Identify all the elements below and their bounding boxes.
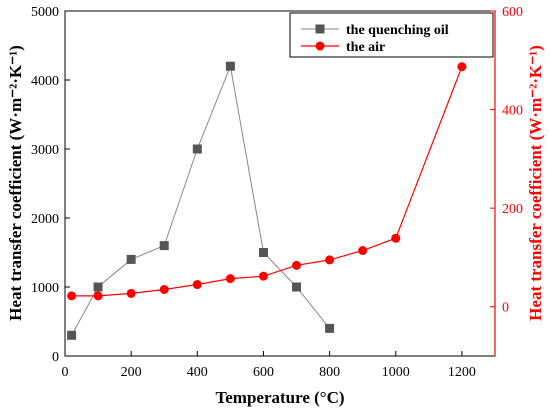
series-1-line [71, 66, 463, 297]
series-layer [67, 61, 467, 340]
y-left-tick-label: 0 [52, 350, 59, 365]
series-1-point [126, 288, 136, 298]
series-0-point [159, 241, 169, 251]
series-1-point [225, 274, 235, 284]
series-1-point [258, 271, 268, 281]
series-0-point [258, 248, 268, 257]
y-right-tick-label: 400 [502, 104, 523, 119]
series-1-point [358, 246, 368, 256]
series-1-point [192, 280, 202, 290]
series-1-point [292, 260, 302, 270]
series-1-point [391, 233, 401, 243]
x-tick-label: 1000 [382, 365, 410, 380]
x-tick-label: 600 [253, 365, 274, 380]
series-0-point [325, 323, 335, 333]
y-right-axis-ticks: 0 200 400 600 [490, 5, 523, 316]
y-left-tick-label: 4000 [31, 74, 59, 89]
series-1-point [325, 255, 335, 265]
series-0-point [93, 282, 103, 292]
series-0-point [225, 61, 235, 71]
legend: the quenching oil the air [289, 12, 494, 58]
y-left-tick-label: 2000 [31, 212, 59, 227]
legend-oil-marker [315, 24, 325, 34]
y-right-tick-label: 0 [502, 301, 509, 316]
legend-air-marker [315, 41, 325, 51]
y-left-axis-ticks: 0 1000 2000 3000 4000 5000 [31, 5, 70, 365]
x-axis-title: Temperature (°C) [215, 388, 344, 407]
y-left-axis-title: Heat transfer coefficient (W·m⁻²·K⁻¹) [6, 45, 25, 321]
legend-air-label: the air [346, 40, 385, 55]
y-right-tick-label: 600 [502, 5, 523, 20]
series-1-point [457, 62, 467, 72]
y-right-axis-title: Heat transfer coefficient (W·m⁻²·K⁻¹) [526, 45, 545, 321]
series-1-point [67, 291, 77, 301]
x-tick-label: 0 [62, 365, 69, 380]
series-0-point [126, 254, 136, 264]
series-0-point [292, 282, 302, 292]
y-left-tick-label: 1000 [31, 281, 59, 296]
y-left-tick-label: 3000 [31, 143, 59, 158]
plot-frame [64, 10, 496, 357]
series-1-point [93, 291, 103, 301]
x-tick-label: 800 [319, 365, 340, 380]
legend-box [289, 12, 494, 58]
x-tick-label: 1200 [448, 365, 476, 380]
series-1-point [159, 284, 169, 294]
x-tick-label: 400 [187, 365, 208, 380]
x-tick-label: 200 [121, 365, 142, 380]
x-axis-ticks: 0 200 400 600 800 1000 1200 [62, 351, 476, 380]
y-right-tick-label: 200 [502, 202, 523, 217]
series-0-point [192, 144, 202, 154]
y-left-tick-label: 5000 [31, 5, 59, 20]
series-0-point [67, 330, 77, 340]
legend-oil-label: the quenching oil [346, 23, 449, 38]
